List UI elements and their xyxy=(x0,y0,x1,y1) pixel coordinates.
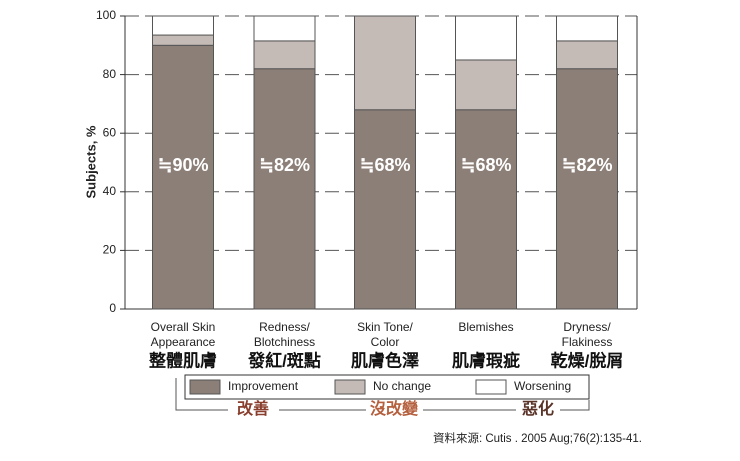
value-label: ≒68% xyxy=(460,155,511,175)
y-tick-label: 100 xyxy=(96,8,116,22)
value-label: ≒68% xyxy=(359,155,410,175)
group-label: 改善 xyxy=(237,399,269,418)
x-tick-label: Appearance xyxy=(151,335,216,349)
y-axis-label: Subjects, % xyxy=(83,125,98,198)
bar-segment xyxy=(556,68,618,310)
group-bracket xyxy=(175,378,590,411)
bar-segment xyxy=(253,68,316,310)
bar-segment xyxy=(152,34,214,46)
legend-swatch xyxy=(475,379,507,395)
bar-segment xyxy=(354,15,416,111)
bar-segment xyxy=(556,15,618,42)
legend-box xyxy=(184,374,590,400)
value-label: ≒82% xyxy=(259,155,310,175)
legend-label: No change xyxy=(373,379,431,393)
y-tick-label: 60 xyxy=(103,125,117,139)
x-tick-label: Blotchiness xyxy=(254,335,315,349)
bar-segment xyxy=(354,109,416,310)
y-tick-label: 40 xyxy=(103,184,117,198)
bar-segment xyxy=(455,15,517,61)
legend-label: Improvement xyxy=(228,379,299,393)
x-tick-label-zh: 整體肌膚 xyxy=(149,350,217,370)
bar-segment xyxy=(556,40,618,70)
bar-segment xyxy=(455,59,517,111)
source-note: 資料來源: Cutis . 2005 Aug;76(2):135-41. xyxy=(433,431,642,445)
x-tick-label: Dryness/ xyxy=(563,320,611,334)
bar-segment xyxy=(455,109,517,310)
bar-segment xyxy=(253,40,316,70)
x-tick-label-zh: 肌膚色澤 xyxy=(351,350,419,370)
x-tick-label: Overall Skin xyxy=(151,320,216,334)
legend-swatch xyxy=(334,379,366,395)
y-tick-label: 20 xyxy=(103,243,117,257)
legend-label: Worsening xyxy=(514,379,571,393)
bar-segment xyxy=(253,15,316,42)
x-tick-label: Blemishes xyxy=(458,320,513,334)
group-label: 沒改變 xyxy=(370,399,419,418)
value-label: ≒82% xyxy=(561,155,612,175)
x-tick-label: Skin Tone/ xyxy=(357,320,413,334)
legend-swatch xyxy=(189,379,221,395)
bar-segment xyxy=(152,44,214,310)
x-tick-label-zh: 發紅/斑點 xyxy=(247,350,321,370)
x-tick-label: Flakiness xyxy=(562,335,613,349)
bar-segment xyxy=(152,15,214,36)
x-tick-label: Color xyxy=(371,335,400,349)
x-tick-label: Redness/ xyxy=(259,320,310,334)
group-label: 惡化 xyxy=(522,399,554,418)
y-tick-label: 80 xyxy=(103,67,117,81)
y-tick-label: 0 xyxy=(109,301,116,315)
value-label: ≒90% xyxy=(157,155,208,175)
x-tick-label-zh: 乾燥/脫屑 xyxy=(551,350,624,370)
x-tick-label-zh: 肌膚瑕疵 xyxy=(452,350,520,370)
